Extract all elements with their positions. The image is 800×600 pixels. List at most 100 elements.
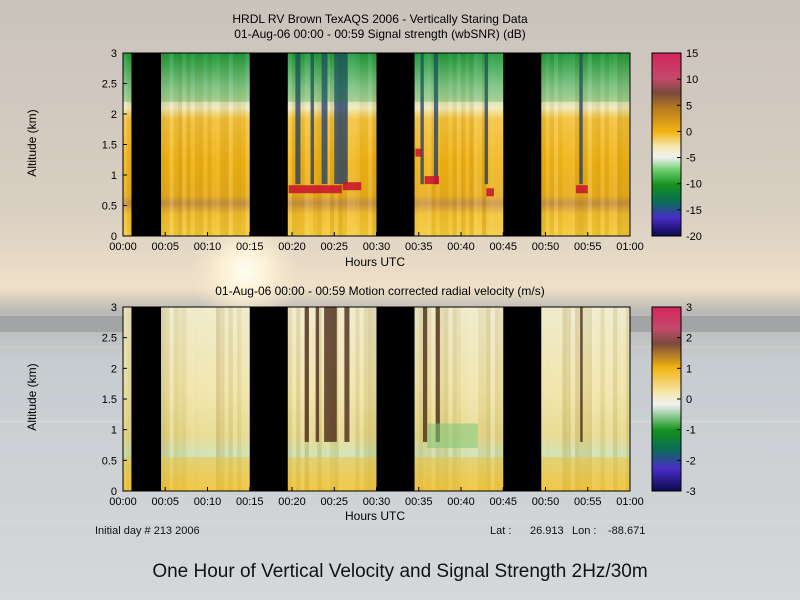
texture-stripe: [368, 53, 373, 236]
x-tick-label: 00:25: [320, 496, 348, 508]
chart-panel-1: 00:00 00:05 00:10 00:15 00:20 00:25 00:30 00:35…: [102, 48, 702, 253]
downdraft-column: [580, 307, 583, 442]
texture-stripe: [232, 53, 238, 236]
chart-panel-2: 00:00 00:05 00:10 00:15 00:20 00:25 00:30 00:35…: [102, 302, 696, 508]
negative-velocity-patch: [427, 423, 478, 449]
lon-value: -88.671: [608, 525, 646, 537]
cloud-column: [579, 53, 583, 185]
y-tick-label: 0: [111, 486, 117, 498]
x-tick-label: 00:20: [278, 496, 306, 508]
texture-stripe: [427, 307, 432, 491]
texture-stripe: [313, 53, 318, 236]
texture-stripe: [591, 307, 597, 491]
texture-stripe: [600, 307, 605, 491]
texture-stripe: [300, 53, 305, 236]
texture-stripe: [486, 53, 491, 236]
texture-stripe: [439, 53, 445, 236]
y-tick-label: 3: [111, 48, 117, 60]
colorbar-tick-label: 10: [686, 74, 698, 86]
texture-stripe: [613, 53, 618, 236]
y-tick-label: 2: [111, 363, 117, 375]
texture-stripe: [570, 307, 576, 491]
colorbar-tick-label: -5: [686, 153, 696, 165]
texture-stripe: [296, 307, 301, 491]
texture-stripe: [169, 53, 174, 236]
texture-stripe: [591, 53, 597, 236]
texture-stripe: [220, 307, 225, 491]
texture-stripe: [368, 307, 373, 491]
texture-stripe: [173, 307, 178, 491]
texture-stripe: [482, 307, 487, 491]
texture-stripe: [583, 53, 588, 236]
texture-stripe: [190, 307, 195, 491]
y-tick-label: 2.5: [102, 333, 117, 345]
texture-stripe: [575, 307, 580, 491]
texture-stripe: [414, 53, 419, 236]
y-tick-label: 0.5: [102, 201, 117, 213]
x-tick-label: 00:10: [194, 241, 222, 253]
texture-stripe: [608, 307, 614, 491]
downdraft-column: [324, 307, 337, 442]
texture-stripe: [203, 53, 208, 236]
x-tick-label: 00:00: [109, 241, 137, 253]
data-gap: [376, 307, 415, 491]
texture-stripe: [444, 53, 449, 236]
texture-stripe: [452, 53, 457, 236]
texture-stripe: [127, 53, 132, 236]
texture-stripe: [414, 307, 419, 491]
texture-stripe: [165, 307, 170, 491]
texture-stripe: [245, 53, 250, 236]
texture-stripe: [292, 53, 297, 236]
data-gap: [131, 307, 162, 491]
texture-stripe: [237, 53, 242, 236]
texture-stripe: [617, 53, 622, 236]
texture-stripe: [482, 53, 487, 236]
x-tick-label: 01:00: [616, 241, 644, 253]
texture-stripe: [558, 53, 563, 236]
texture-stripe: [351, 53, 356, 236]
y-tick-label: 0: [111, 231, 117, 243]
texture-stripe: [203, 307, 208, 491]
cloud-column: [433, 53, 439, 185]
x-tick-label: 00:05: [151, 241, 179, 253]
texture-stripe: [355, 53, 360, 236]
colorbar-tick-label: 0: [686, 126, 692, 138]
texture-stripe: [215, 53, 221, 236]
colorbar-tick-label: 15: [686, 48, 698, 60]
y-tick-label: 2.5: [102, 79, 117, 91]
x-tick-label: 00:25: [320, 241, 348, 253]
texture-stripe: [465, 53, 470, 236]
colorbar-tick-label: 2: [686, 333, 692, 345]
y-tick-label: 0.5: [102, 455, 117, 467]
texture-stripe: [545, 53, 550, 236]
texture-stripe: [127, 307, 132, 491]
x-tick-label: 00:45: [489, 241, 517, 253]
cloud-return: [415, 148, 423, 157]
texture-stripe: [456, 53, 461, 236]
colorbar-tick-label: -3: [686, 486, 696, 498]
texture-stripe: [165, 53, 170, 236]
texture-stripe: [418, 307, 423, 491]
colorbar-tick-label: -15: [686, 205, 702, 217]
texture-stripe: [241, 307, 246, 491]
texture-stripe: [321, 307, 326, 491]
lat-value: 26.913: [530, 525, 564, 537]
cloud-return: [288, 185, 342, 194]
lon-label: Lon :: [572, 525, 597, 537]
slide-caption: One Hour of Vertical Velocity and Signal…: [152, 561, 648, 582]
texture-stripe: [549, 53, 554, 236]
texture-stripe: [545, 307, 550, 491]
texture-stripe: [228, 307, 233, 491]
texture-stripe: [541, 307, 546, 491]
chart-title: HRDL RV Brown TexAQS 2006 - Vertically S…: [232, 12, 528, 26]
texture-stripe: [224, 307, 229, 491]
data-gap: [376, 53, 415, 236]
cloud-return: [575, 185, 588, 194]
texture-stripe: [604, 307, 609, 491]
cloud-column: [420, 53, 424, 185]
texture-stripe: [621, 53, 626, 236]
downdraft-column: [304, 307, 309, 442]
cloud-column: [334, 53, 348, 185]
y-tick-label: 1.5: [102, 394, 117, 406]
texture-stripe: [422, 53, 428, 236]
